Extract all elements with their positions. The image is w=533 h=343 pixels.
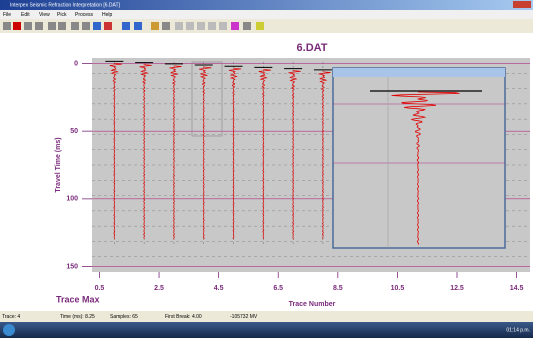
status-field: Samples: 65 [110,314,138,320]
x-tick-label: 10.5 [391,285,405,292]
corner-label: Trace Max [56,294,100,304]
x-tick-label: 6.5 [273,285,283,292]
x-tick-label: 0.5 [95,285,105,292]
y-tick-label: 100 [66,196,78,203]
x-tick-label: 2.5 [154,285,164,292]
menu-item[interactable]: File [3,12,11,18]
menu-item[interactable]: Process [75,12,94,18]
x-tick-label: 12.5 [450,285,464,292]
status-field: First Break: 4.00 [165,314,202,320]
x-axis-label: Trace Number [289,301,336,308]
status-field: -105732 MV [230,314,258,320]
status-field: Time (ms): 8.25 [60,314,95,320]
close-button[interactable] [513,1,531,8]
x-tick-label: 14.5 [510,285,524,292]
y-axis-label: Travel Time (ms) [55,137,62,192]
status-field: Trace: 4 [2,314,20,320]
y-tick-label: 50 [70,128,78,135]
window-title: Interpex Seismic Refraction Interpretati… [10,2,121,8]
toolbar [0,19,533,33]
menu-item[interactable]: Edit [21,12,30,18]
menu-item[interactable]: Help [102,12,113,18]
screen: 3 Explorer...AutoCAD 2012Microsoft Ac...… [0,0,533,338]
menu-item[interactable]: Pick [57,12,67,18]
x-tick-label: 8.5 [333,285,343,292]
x-tick-label: 4.5 [214,285,224,292]
menu-item[interactable]: View [39,12,50,18]
taskbar [0,322,533,338]
chart-title: 6.DAT [297,42,328,54]
y-tick-label: 0 [74,60,78,67]
start-button[interactable] [3,324,15,336]
zoom-window[interactable] [333,68,505,248]
y-tick-label: 150 [66,263,78,270]
clock: 01:14 p.m. [506,327,530,333]
